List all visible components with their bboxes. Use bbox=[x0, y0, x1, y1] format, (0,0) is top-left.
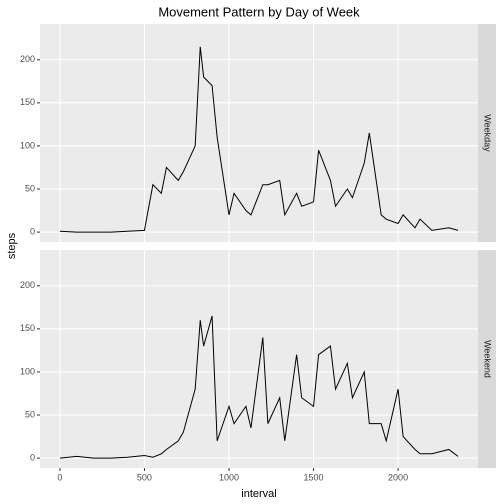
panel-background bbox=[40, 250, 478, 468]
x-axis-label: interval bbox=[241, 488, 276, 500]
facet-strip bbox=[478, 24, 496, 242]
y-tick-label: 50 bbox=[25, 183, 35, 193]
y-tick-label: 0 bbox=[30, 226, 35, 236]
x-tick-label: 0 bbox=[57, 472, 62, 482]
chart-title: Movement Pattern by Day of Week bbox=[158, 4, 360, 19]
series-line bbox=[59, 315, 459, 459]
y-tick-label: 100 bbox=[20, 366, 35, 376]
x-tick-label: 500 bbox=[137, 472, 152, 482]
x-tick-label: 1500 bbox=[304, 472, 324, 482]
y-tick-label: 0 bbox=[30, 452, 35, 462]
facet-label: Weekend bbox=[483, 340, 493, 378]
y-axis-label: steps bbox=[6, 232, 18, 259]
y-tick-label: 200 bbox=[20, 280, 35, 290]
facet-strip bbox=[478, 250, 496, 468]
panel-background bbox=[40, 24, 478, 242]
y-tick-label: 150 bbox=[20, 97, 35, 107]
y-tick-label: 100 bbox=[20, 140, 35, 150]
y-tick-label: 150 bbox=[20, 323, 35, 333]
x-tick-label: 1000 bbox=[219, 472, 239, 482]
y-tick-label: 200 bbox=[20, 54, 35, 64]
series-line bbox=[59, 46, 459, 233]
x-tick-label: 2000 bbox=[388, 472, 408, 482]
y-tick-label: 50 bbox=[25, 409, 35, 419]
facet-label: Weekday bbox=[483, 114, 493, 152]
